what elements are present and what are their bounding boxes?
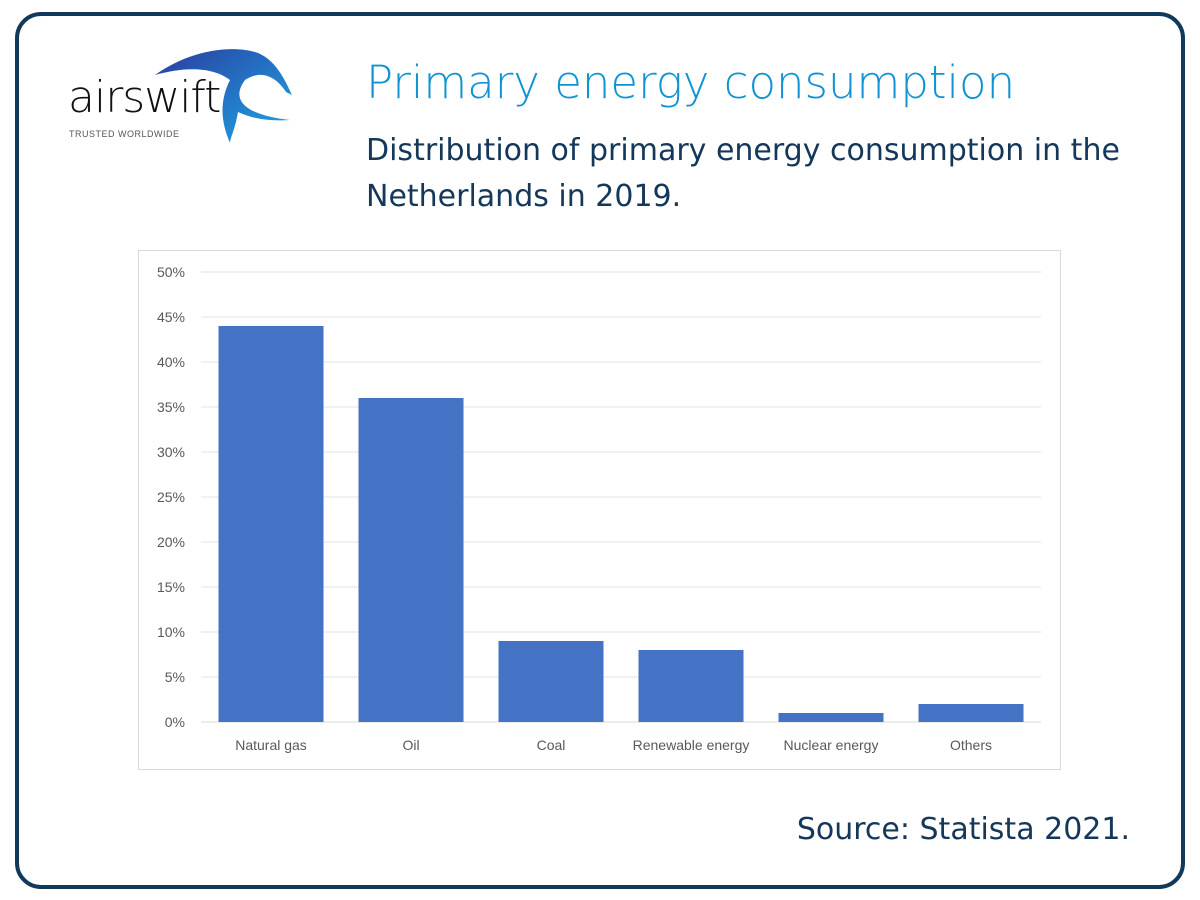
x-tick-label: Coal	[537, 737, 566, 753]
bar-coal	[498, 641, 604, 722]
page-subtitle: Distribution of primary energy consumpti…	[366, 133, 1120, 214]
y-tick-label: 40%	[157, 354, 185, 370]
bar-others	[918, 704, 1024, 722]
x-tick-label: Natural gas	[235, 737, 307, 753]
logo-tagline: TRUSTED WORLDWIDE	[69, 129, 180, 139]
x-tick-label: Nuclear energy	[784, 737, 879, 753]
y-tick-label: 45%	[157, 309, 185, 325]
y-tick-label: 15%	[157, 579, 185, 595]
y-tick-label: 30%	[157, 444, 185, 460]
y-tick-label: 5%	[165, 669, 185, 685]
y-tick-label: 0%	[165, 714, 185, 730]
y-tick-label: 35%	[157, 399, 185, 415]
y-tick-label: 25%	[157, 489, 185, 505]
chart-container: 0% 5% 10% 15% 20% 25% 30% 35% 40% 45% 50% Natural g…	[138, 250, 1061, 770]
card-frame	[15, 12, 1185, 889]
source-note: Source: Statista 2021.	[796, 812, 1130, 847]
x-tick-label: Oil	[402, 737, 419, 753]
bar-renewable-energy	[638, 650, 744, 722]
y-tick-label: 50%	[157, 264, 185, 280]
bar-chart: 0% 5% 10% 15% 20% 25% 30% 35% 40% 45% 50% Natural g…	[157, 264, 1041, 753]
bar-natural-gas	[218, 326, 324, 722]
bar-oil	[358, 398, 464, 722]
x-tick-label: Others	[950, 737, 992, 753]
swift-bird-icon	[155, 49, 292, 144]
logo-wordmark: airswift	[68, 72, 221, 123]
bar-nuclear-energy	[778, 713, 884, 722]
x-tick-label: Renewable energy	[633, 737, 750, 753]
y-tick-label: 10%	[157, 624, 185, 640]
airswift-logo: airswift TRUSTED WORLDWIDE	[60, 40, 310, 150]
y-tick-label: 20%	[157, 534, 185, 550]
page-title: Primary energy consumption	[366, 56, 1016, 109]
